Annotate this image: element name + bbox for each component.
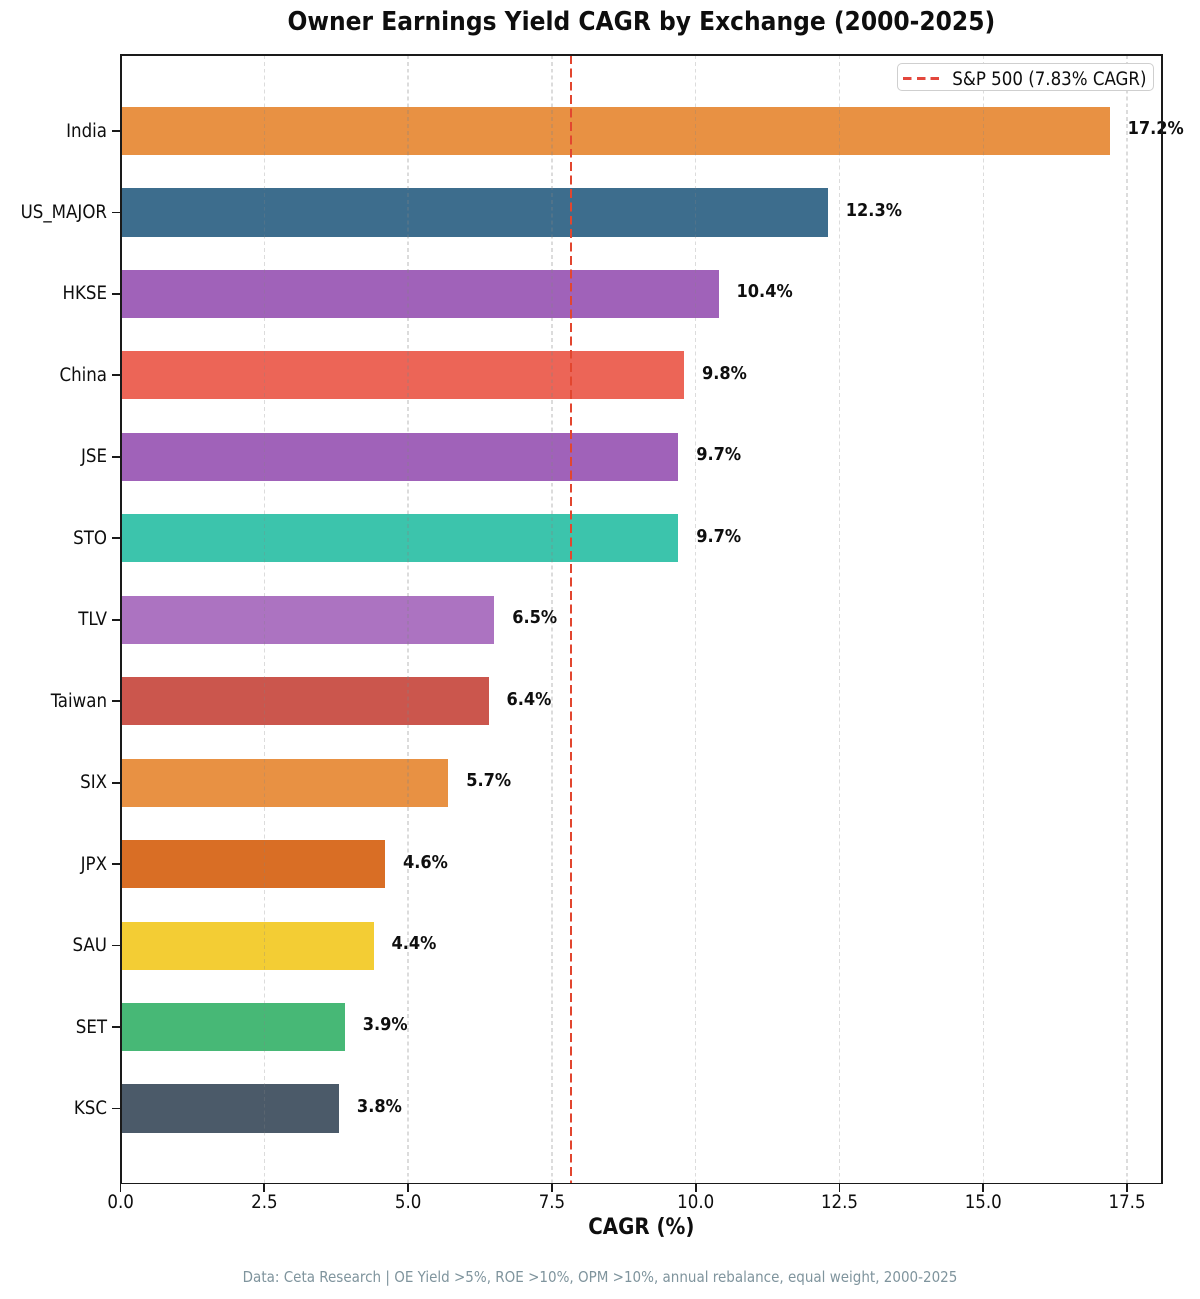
x-tick-label-12.5: 12.5 [820, 1192, 858, 1213]
y-tick-mark [112, 130, 120, 132]
x-tick-mark [982, 1184, 985, 1192]
bar-SET [120, 1002, 345, 1052]
bar-JSE [120, 432, 679, 481]
y-tick-label-SIX: SIX [80, 772, 107, 794]
bar-China [120, 351, 685, 400]
bar-India [120, 106, 1110, 156]
y-tick-label-JPX: JPX [80, 853, 107, 875]
x-tick-mark [407, 1184, 410, 1192]
y-tick-label-SAU: SAU [72, 935, 107, 957]
bar-value-label: 6.4% [506, 688, 552, 710]
bar-SIX [120, 758, 449, 807]
y-tick-label-India: India [66, 120, 107, 142]
x-tick-mark [838, 1184, 841, 1192]
bar-Taiwan [120, 677, 489, 726]
gridline [838, 54, 841, 1184]
y-tick-mark [112, 537, 120, 540]
axes-spine-bottom [119, 1182, 1164, 1185]
y-tick-mark [112, 211, 120, 214]
y-tick-mark [112, 863, 120, 866]
bar-value-label: 17.2% [1127, 118, 1184, 140]
bar-value-label: 12.3% [845, 199, 902, 221]
x-tick-mark [551, 1184, 553, 1192]
bar-value-label: 9.7% [696, 525, 742, 547]
y-tick-label-TLV: TLV [78, 609, 107, 631]
gridline [407, 54, 409, 1184]
bar-value-label: 9.8% [701, 362, 747, 384]
bar-TLV [120, 595, 495, 644]
axes-spine-right [1161, 53, 1164, 1185]
y-tick-mark [112, 1107, 120, 1110]
bar-US_MAJOR [120, 188, 828, 237]
bar-value-label: 6.5% [512, 607, 558, 629]
x-tick-label-0.0: 0.0 [107, 1192, 134, 1213]
x-tick-label-15.0: 15.0 [964, 1192, 1002, 1213]
y-tick-mark [112, 618, 120, 621]
y-tick-label-US_MAJOR: US_MAJOR [20, 201, 107, 223]
x-tick-label-10.0: 10.0 [677, 1192, 715, 1213]
bar-HKSE [120, 269, 719, 318]
x-tick-mark [1126, 1184, 1128, 1192]
y-tick-mark [112, 944, 120, 947]
y-tick-mark [112, 1026, 120, 1028]
bar-SAU [120, 921, 374, 970]
bar-value-label: 10.4% [736, 281, 793, 303]
x-tick-label-2.5: 2.5 [251, 1192, 278, 1213]
y-tick-label-JSE: JSE [81, 446, 107, 468]
axes-spine-top [119, 53, 1164, 56]
legend-label: S&P 500 (7.83% CAGR) [952, 68, 1147, 90]
axes-spine-left [119, 53, 122, 1185]
x-tick-mark [263, 1184, 266, 1192]
bar-value-label: 5.7% [466, 770, 512, 792]
gridline [551, 54, 553, 1184]
bar-value-label: 9.7% [696, 444, 742, 466]
gridline [263, 54, 266, 1184]
legend-dashed-line-icon [903, 76, 939, 80]
gridline [1126, 54, 1128, 1184]
footer-note: Data: Ceta Research | OE Yield >5%, ROE … [242, 1268, 958, 1287]
gridline [694, 54, 697, 1184]
x-tick-label-17.5: 17.5 [1108, 1192, 1146, 1213]
x-axis-label: CAGR (%) [588, 1215, 695, 1241]
x-tick-label-7.5: 7.5 [538, 1192, 566, 1213]
bar-KSC [120, 1084, 340, 1133]
y-tick-label-SET: SET [75, 1016, 107, 1038]
y-tick-label-STO: STO [73, 527, 107, 549]
benchmark-reference-line [569, 54, 573, 1184]
x-tick-mark [694, 1184, 697, 1192]
x-tick-label-5.0: 5.0 [394, 1192, 422, 1213]
y-tick-mark [112, 374, 120, 377]
bar-value-label: 4.6% [402, 851, 448, 873]
y-tick-mark [112, 700, 120, 703]
y-tick-label-China: China [59, 364, 107, 386]
bar-JPX [120, 840, 386, 889]
y-tick-mark [112, 293, 120, 295]
gridline [982, 54, 984, 1184]
y-tick-label-Taiwan: Taiwan [50, 690, 107, 712]
chart-title: Owner Earnings Yield CAGR by Exchange (2… [287, 7, 996, 38]
bar-value-label: 3.9% [362, 1014, 408, 1036]
bar-value-label: 4.4% [391, 933, 437, 954]
legend-box: S&P 500 (7.83% CAGR) [896, 63, 1155, 92]
bar-STO [120, 514, 679, 563]
bar-value-label: 3.8% [356, 1095, 402, 1117]
y-tick-mark [112, 455, 120, 458]
y-tick-label-KSC: KSC [73, 1098, 107, 1120]
y-tick-label-HKSE: HKSE [62, 283, 107, 305]
x-tick-mark [119, 1184, 122, 1192]
y-tick-mark [112, 781, 120, 784]
